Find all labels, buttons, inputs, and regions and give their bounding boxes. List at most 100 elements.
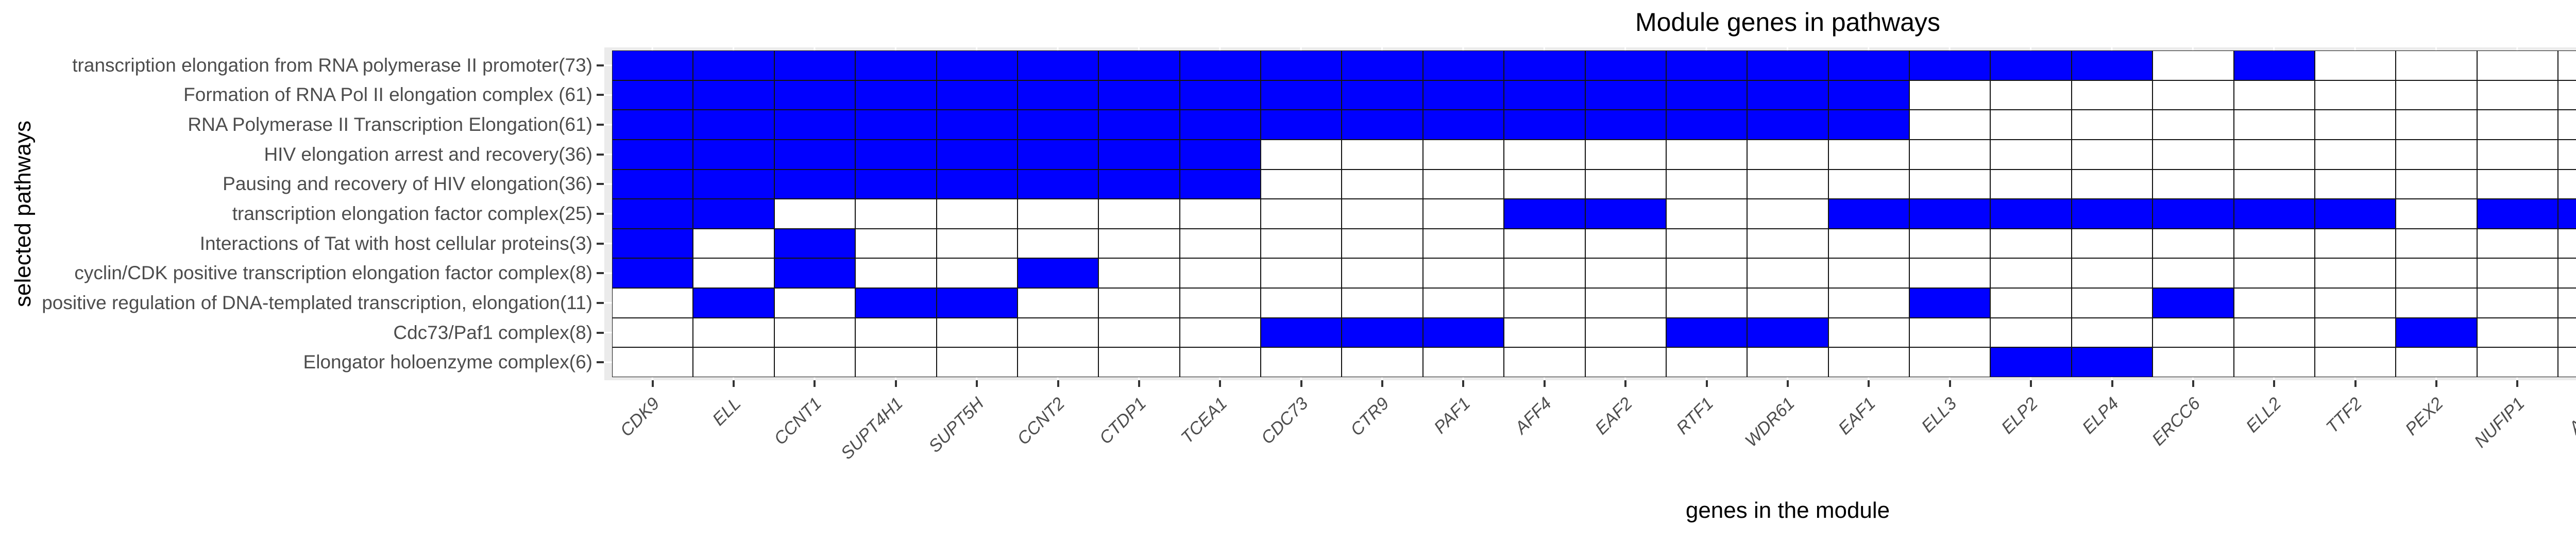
heatmap-cell-ERCC6-row9 [2153, 288, 2234, 318]
x-tick-mark-EAF1 [1868, 380, 1870, 387]
heatmap-cell-CTR9-row8 [1342, 258, 1423, 289]
heatmap-cell-ELL3-row8 [1909, 258, 1991, 289]
heatmap-cell-PEX2-row2 [2396, 80, 2477, 110]
heatmap-cell-CDC73-row9 [1261, 288, 1342, 318]
heatmap-cell-TCEA1-row7 [1179, 228, 1261, 259]
heatmap-cell-WDR61-row9 [1747, 288, 1828, 318]
y-tick-label-row10: Cdc73/Paf1 complex(8) [393, 322, 592, 343]
x-tick-mark-ELL3 [1948, 380, 1951, 387]
heatmap-cell-TCEA1-row8 [1179, 258, 1261, 289]
heatmap-cell-NUFIP1-row8 [2477, 258, 2558, 289]
heatmap-cell-PEX2-row4 [2396, 139, 2477, 170]
heatmap-cell-CCNT1-row10 [774, 317, 856, 348]
heatmap-cell-NUFIP1-row2 [2477, 80, 2558, 110]
heatmap-cell-ELL2-row11 [2233, 347, 2315, 377]
heatmap-cell-CDC73-row3 [1261, 110, 1342, 140]
x-tick-label-AFF1: AFF1 [2565, 394, 2576, 438]
heatmap-cell-CDC73-row4 [1261, 139, 1342, 170]
heatmap-cell-TTF2-row10 [2314, 317, 2396, 348]
heatmap-cell-EAF1-row6 [1828, 199, 1910, 229]
heatmap-cell-AFF1-row1 [2558, 50, 2576, 80]
heatmap-cell-ELL3-row4 [1909, 139, 1991, 170]
x-tick-mark-SUPT4H1 [894, 380, 897, 387]
heatmap-cell-ELL2-row1 [2233, 50, 2315, 80]
heatmap-cell-ELP4-row5 [2071, 169, 2153, 199]
heatmap-cell-SUPT5H-row9 [936, 288, 1018, 318]
heatmap-cell-CDK9-row4 [612, 139, 693, 170]
x-tick-mark-TCEA1 [1219, 380, 1222, 387]
heatmap-cell-RTF1-row7 [1666, 228, 1748, 259]
heatmap-cell-CDC73-row8 [1261, 258, 1342, 289]
heatmap-cell-ELL-row3 [693, 110, 774, 140]
x-tick-label-CCNT2: CCNT2 [1013, 394, 1069, 449]
heatmap-cell-CCNT1-row8 [774, 258, 856, 289]
heatmap-cell-CDK9-row2 [612, 80, 693, 110]
heatmap-cell-EAF1-row9 [1828, 288, 1910, 318]
heatmap-cell-PAF1-row9 [1422, 288, 1504, 318]
y-tick-label-row2: Formation of RNA Pol II elongation compl… [183, 84, 592, 106]
heatmap-cell-SUPT4H1-row8 [855, 258, 937, 289]
heatmap-cell-EAF2-row3 [1585, 110, 1666, 140]
x-tick-mark-CDC73 [1300, 380, 1302, 387]
heatmap-cell-AFF1-row7 [2558, 228, 2576, 259]
heatmap-cell-CTDP1-row10 [1098, 317, 1180, 348]
heatmap-cell-EAF1-row5 [1828, 169, 1910, 199]
heatmap-cell-PEX2-row6 [2396, 199, 2477, 229]
x-tick-mark-CTR9 [1381, 380, 1384, 387]
heatmap-cell-TTF2-row5 [2314, 169, 2396, 199]
heatmap-cell-ELL-row9 [693, 288, 774, 318]
heatmap-cell-NUFIP1-row7 [2477, 228, 2558, 259]
y-tick-mark-row6 [597, 213, 604, 215]
heatmap-cell-CCNT2-row4 [1017, 139, 1099, 170]
heatmap-cell-AFF4-row7 [1504, 228, 1585, 259]
x-tick-label-CDC73: CDC73 [1257, 394, 1312, 448]
heatmap-cell-AFF1-row4 [2558, 139, 2576, 170]
heatmap-cell-SUPT4H1-row3 [855, 110, 937, 140]
heatmap-cell-SUPT5H-row3 [936, 110, 1018, 140]
y-tick-label-row7: Interactions of Tat with host cellular p… [199, 232, 592, 254]
heatmap-cell-ERCC6-row11 [2153, 347, 2234, 377]
heatmap-cell-CDK9-row11 [612, 347, 693, 377]
heatmap-cell-ELP4-row2 [2071, 80, 2153, 110]
heatmap-cell-ELL-row4 [693, 139, 774, 170]
heatmap-cell-SUPT4H1-row4 [855, 139, 937, 170]
heatmap-cell-ELP2-row6 [1990, 199, 2072, 229]
heatmap-cell-NUFIP1-row1 [2477, 50, 2558, 80]
x-tick-mark-ELP4 [2111, 380, 2113, 387]
heatmap-cell-EAF2-row9 [1585, 288, 1666, 318]
heatmap-cell-WDR61-row1 [1747, 50, 1828, 80]
heatmap-cell-AFF4-row9 [1504, 288, 1585, 318]
heatmap-cell-ERCC6-row6 [2153, 199, 2234, 229]
heatmap-cell-AFF1-row6 [2558, 199, 2576, 229]
heatmap-cell-AFF4-row8 [1504, 258, 1585, 289]
heatmap-cell-AFF1-row3 [2558, 110, 2576, 140]
heatmap-cell-PAF1-row10 [1422, 317, 1504, 348]
heatmap-cell-CTDP1-row3 [1098, 110, 1180, 140]
heatmap-cell-PAF1-row4 [1422, 139, 1504, 170]
heatmap-cell-EAF1-row1 [1828, 50, 1910, 80]
x-tick-mark-PAF1 [1462, 380, 1465, 387]
x-tick-mark-NUFIP1 [2516, 380, 2519, 387]
heatmap-cell-EAF2-row10 [1585, 317, 1666, 348]
heatmap-cell-AFF4-row2 [1504, 80, 1585, 110]
heatmap-cell-CTR9-row5 [1342, 169, 1423, 199]
heatmap-cell-CDC73-row7 [1261, 228, 1342, 259]
heatmap-cell-PAF1-row11 [1422, 347, 1504, 377]
heatmap-cell-ELL3-row2 [1909, 80, 1991, 110]
x-tick-label-CDK9: CDK9 [616, 394, 664, 441]
heatmap-cell-AFF1-row2 [2558, 80, 2576, 110]
heatmap-cell-CCNT1-row5 [774, 169, 856, 199]
heatmap-cell-NUFIP1-row6 [2477, 199, 2558, 229]
heatmap-cell-TCEA1-row11 [1179, 347, 1261, 377]
heatmap-cell-TCEA1-row10 [1179, 317, 1261, 348]
heatmap-cell-TTF2-row7 [2314, 228, 2396, 259]
y-tick-mark-row5 [597, 183, 604, 185]
heatmap-cell-PEX2-row5 [2396, 169, 2477, 199]
heatmap-cell-SUPT5H-row2 [936, 80, 1018, 110]
heatmap-cell-CCNT1-row4 [774, 139, 856, 170]
heatmap-cell-ELL-row1 [693, 50, 774, 80]
heatmap-cell-WDR61-row4 [1747, 139, 1828, 170]
x-tick-label-SUPT4H1: SUPT4H1 [837, 394, 907, 464]
heatmap-cell-SUPT4H1-row7 [855, 228, 937, 259]
y-tick-label-row5: Pausing and recovery of HIV elongation(3… [223, 173, 592, 195]
